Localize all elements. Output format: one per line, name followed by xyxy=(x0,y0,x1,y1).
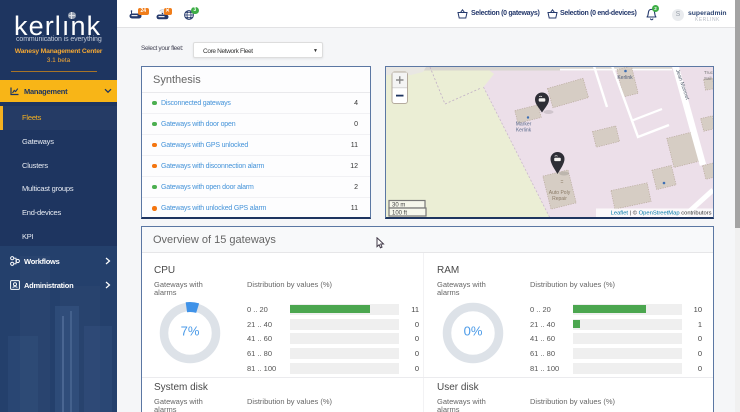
svg-text:Repair: Repair xyxy=(552,196,567,202)
svg-text:Truc: Truc xyxy=(704,70,713,75)
svg-text:Leaflet | © OpenStreetMap cont: Leaflet | © OpenStreetMap contributors xyxy=(611,210,712,217)
svg-text:0%: 0% xyxy=(463,324,482,339)
svg-text:=: = xyxy=(561,180,564,186)
svg-text:Auto Poly: Auto Poly xyxy=(549,190,571,196)
svg-text:7%: 7% xyxy=(180,324,199,339)
svg-text:Marker: Marker xyxy=(516,122,532,128)
svg-text:Kerlink: Kerlink xyxy=(516,128,532,134)
svg-text:100 ft: 100 ft xyxy=(392,211,407,217)
svg-text:30 m: 30 m xyxy=(392,203,405,209)
svg-text:Kerlink: Kerlink xyxy=(617,75,633,81)
svg-text:Sali: Sali xyxy=(704,76,712,81)
